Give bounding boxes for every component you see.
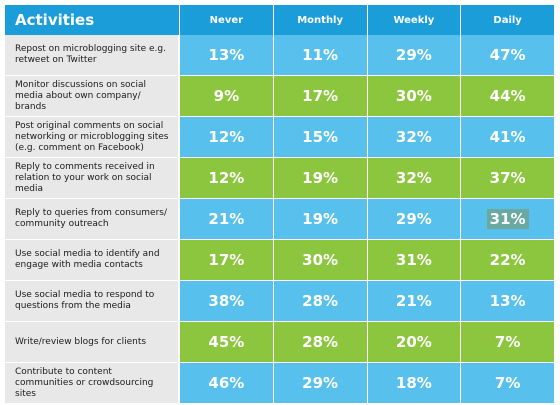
- row-label: Write/review blogs for clients: [5, 322, 180, 363]
- cell-value: 44%: [461, 76, 555, 117]
- cell-value: 32%: [367, 117, 462, 158]
- cell-value: 38%: [180, 281, 274, 322]
- column-header-monthly: Monthly: [273, 5, 368, 35]
- cell-value: 13%: [461, 281, 555, 322]
- cell-value: 15%: [273, 117, 368, 158]
- cell-value: 45%: [180, 322, 274, 363]
- cell-value: 32%: [367, 158, 462, 199]
- table-row: Use social media to identify and engage …: [5, 240, 555, 281]
- table-row: Use social media to respond to questions…: [5, 281, 555, 322]
- cell-value: 18%: [367, 363, 462, 404]
- table-row: Reply to queries from consumers/ communi…: [5, 199, 555, 240]
- table-row: Repost on microblogging site e.g. retwee…: [5, 35, 555, 76]
- cell-value: 31%: [367, 240, 462, 281]
- row-label: Use social media to identify and engage …: [5, 240, 180, 281]
- cell-value: 21%: [367, 281, 462, 322]
- cell-value: 30%: [367, 76, 462, 117]
- row-label: Post original comments on social network…: [5, 117, 180, 158]
- cell-value: 17%: [180, 240, 274, 281]
- cell-value: 29%: [273, 363, 368, 404]
- cell-value: 19%: [273, 158, 368, 199]
- table-title: Activities: [5, 5, 180, 35]
- table-row: Reply to comments received in relation t…: [5, 158, 555, 199]
- cell-value: 19%: [273, 199, 368, 240]
- table-row: Monitor discussions on social media abou…: [5, 76, 555, 117]
- row-label: Reply to queries from consumers/ communi…: [5, 199, 180, 240]
- cell-value: 28%: [273, 322, 368, 363]
- activities-table: Activities Never Monthly Weekly Daily Re…: [5, 5, 555, 404]
- cell-value: 29%: [367, 199, 462, 240]
- header-row: Activities Never Monthly Weekly Daily: [5, 5, 555, 35]
- cell-value: 12%: [180, 158, 274, 199]
- cell-value: 20%: [367, 322, 462, 363]
- cell-value: 22%: [461, 240, 555, 281]
- cell-value: 30%: [273, 240, 368, 281]
- cell-value: 47%: [461, 35, 555, 76]
- cell-value: 13%: [180, 35, 274, 76]
- cell-value: 12%: [180, 117, 274, 158]
- cell-value-highlighted: 31%: [461, 199, 555, 240]
- row-label: Contribute to content communities or cro…: [5, 363, 180, 404]
- cell-value: 37%: [461, 158, 555, 199]
- cell-value: 21%: [180, 199, 274, 240]
- table-row: Write/review blogs for clients 45% 28% 2…: [5, 322, 555, 363]
- row-label: Monitor discussions on social media abou…: [5, 76, 180, 117]
- cell-value: 11%: [273, 35, 368, 76]
- cell-value: 46%: [180, 363, 274, 404]
- column-header-daily: Daily: [461, 5, 555, 35]
- column-header-never: Never: [180, 5, 274, 35]
- highlighted-value: 31%: [486, 209, 529, 229]
- cell-value: 28%: [273, 281, 368, 322]
- cell-value: 29%: [367, 35, 462, 76]
- cell-value: 7%: [461, 363, 555, 404]
- cell-value: 7%: [461, 322, 555, 363]
- cell-value: 17%: [273, 76, 368, 117]
- cell-value: 9%: [180, 76, 274, 117]
- row-label: Reply to comments received in relation t…: [5, 158, 180, 199]
- row-label: Use social media to respond to questions…: [5, 281, 180, 322]
- table-row: Post original comments on social network…: [5, 117, 555, 158]
- column-header-weekly: Weekly: [367, 5, 462, 35]
- cell-value: 41%: [461, 117, 555, 158]
- table-row: Contribute to content communities or cro…: [5, 363, 555, 404]
- row-label: Repost on microblogging site e.g. retwee…: [5, 35, 180, 76]
